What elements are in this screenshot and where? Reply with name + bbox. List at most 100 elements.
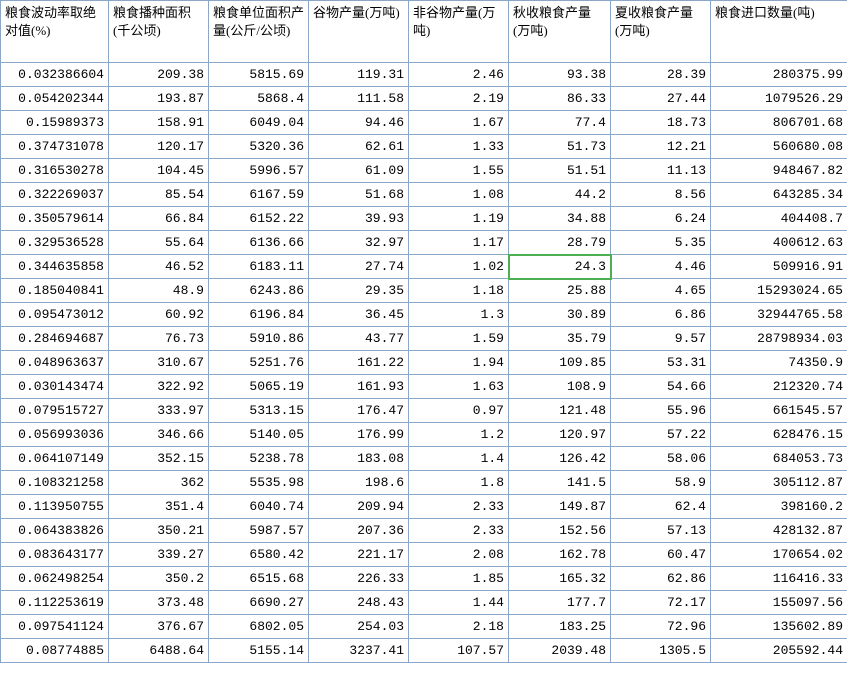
cell-r12-c2[interactable]: 5251.76	[209, 351, 309, 375]
cell-r6-c3[interactable]: 39.93	[309, 207, 409, 231]
cell-r24-c1[interactable]: 6488.64	[109, 639, 209, 663]
cell-r14-c4[interactable]: 0.97	[409, 399, 509, 423]
cell-r3-c6[interactable]: 12.21	[611, 135, 711, 159]
cell-r19-c0[interactable]: 0.064383826	[1, 519, 109, 543]
cell-r6-c7[interactable]: 404408.7	[711, 207, 847, 231]
cell-r4-c7[interactable]: 948467.82	[711, 159, 847, 183]
cell-r5-c6[interactable]: 8.56	[611, 183, 711, 207]
cell-r17-c3[interactable]: 198.6	[309, 471, 409, 495]
cell-r16-c0[interactable]: 0.064107149	[1, 447, 109, 471]
cell-r23-c4[interactable]: 2.18	[409, 615, 509, 639]
cell-r15-c1[interactable]: 346.66	[109, 423, 209, 447]
cell-r15-c2[interactable]: 5140.05	[209, 423, 309, 447]
cell-r14-c1[interactable]: 333.97	[109, 399, 209, 423]
column-header-4[interactable]: 非谷物产量(万吨)	[409, 1, 509, 63]
cell-r9-c6[interactable]: 4.65	[611, 279, 711, 303]
cell-r3-c4[interactable]: 1.33	[409, 135, 509, 159]
cell-r22-c0[interactable]: 0.112253619	[1, 591, 109, 615]
cell-r23-c3[interactable]: 254.03	[309, 615, 409, 639]
cell-r17-c5[interactable]: 141.5	[509, 471, 611, 495]
cell-r2-c6[interactable]: 18.73	[611, 111, 711, 135]
cell-r16-c3[interactable]: 183.08	[309, 447, 409, 471]
cell-r15-c6[interactable]: 57.22	[611, 423, 711, 447]
cell-r15-c3[interactable]: 176.99	[309, 423, 409, 447]
cell-r22-c6[interactable]: 72.17	[611, 591, 711, 615]
cell-r0-c1[interactable]: 209.38	[109, 63, 209, 87]
cell-r23-c5[interactable]: 183.25	[509, 615, 611, 639]
cell-r5-c5[interactable]: 44.2	[509, 183, 611, 207]
cell-r18-c4[interactable]: 2.33	[409, 495, 509, 519]
column-header-5[interactable]: 秋收粮食产量(万吨)	[509, 1, 611, 63]
cell-r11-c7[interactable]: 28798934.03	[711, 327, 847, 351]
cell-r20-c7[interactable]: 170654.02	[711, 543, 847, 567]
cell-r12-c7[interactable]: 74350.9	[711, 351, 847, 375]
cell-r15-c5[interactable]: 120.97	[509, 423, 611, 447]
cell-r13-c0[interactable]: 0.030143474	[1, 375, 109, 399]
cell-r5-c2[interactable]: 6167.59	[209, 183, 309, 207]
cell-r23-c2[interactable]: 6802.05	[209, 615, 309, 639]
cell-r22-c2[interactable]: 6690.27	[209, 591, 309, 615]
cell-r14-c2[interactable]: 5313.15	[209, 399, 309, 423]
cell-r18-c2[interactable]: 6040.74	[209, 495, 309, 519]
cell-r14-c5[interactable]: 121.48	[509, 399, 611, 423]
cell-r19-c4[interactable]: 2.33	[409, 519, 509, 543]
cell-r17-c0[interactable]: 0.108321258	[1, 471, 109, 495]
cell-r3-c0[interactable]: 0.374731078	[1, 135, 109, 159]
cell-r19-c6[interactable]: 57.13	[611, 519, 711, 543]
cell-r18-c5[interactable]: 149.87	[509, 495, 611, 519]
cell-r1-c2[interactable]: 5868.4	[209, 87, 309, 111]
cell-r18-c3[interactable]: 209.94	[309, 495, 409, 519]
cell-r5-c7[interactable]: 643285.34	[711, 183, 847, 207]
cell-r6-c0[interactable]: 0.350579614	[1, 207, 109, 231]
cell-r1-c1[interactable]: 193.87	[109, 87, 209, 111]
column-header-2[interactable]: 粮食单位面积产量(公斤/公顷)	[209, 1, 309, 63]
cell-r12-c4[interactable]: 1.94	[409, 351, 509, 375]
cell-r6-c1[interactable]: 66.84	[109, 207, 209, 231]
cell-r14-c6[interactable]: 55.96	[611, 399, 711, 423]
cell-r24-c7[interactable]: 205592.44	[711, 639, 847, 663]
cell-r5-c4[interactable]: 1.08	[409, 183, 509, 207]
cell-r7-c2[interactable]: 6136.66	[209, 231, 309, 255]
cell-r0-c2[interactable]: 5815.69	[209, 63, 309, 87]
cell-r0-c7[interactable]: 280375.99	[711, 63, 847, 87]
cell-r1-c7[interactable]: 1079526.29	[711, 87, 847, 111]
cell-r2-c0[interactable]: 0.15989373	[1, 111, 109, 135]
cell-r8-c3[interactable]: 27.74	[309, 255, 409, 279]
cell-r13-c3[interactable]: 161.93	[309, 375, 409, 399]
cell-r2-c1[interactable]: 158.91	[109, 111, 209, 135]
cell-r7-c5[interactable]: 28.79	[509, 231, 611, 255]
cell-r21-c3[interactable]: 226.33	[309, 567, 409, 591]
cell-r4-c5[interactable]: 51.51	[509, 159, 611, 183]
cell-r11-c2[interactable]: 5910.86	[209, 327, 309, 351]
column-header-3[interactable]: 谷物产量(万吨)	[309, 1, 409, 63]
cell-r21-c7[interactable]: 116416.33	[711, 567, 847, 591]
cell-r7-c6[interactable]: 5.35	[611, 231, 711, 255]
cell-r6-c2[interactable]: 6152.22	[209, 207, 309, 231]
cell-r20-c6[interactable]: 60.47	[611, 543, 711, 567]
cell-r8-c5[interactable]: 24.3	[509, 255, 611, 279]
cell-r19-c2[interactable]: 5987.57	[209, 519, 309, 543]
cell-r0-c3[interactable]: 119.31	[309, 63, 409, 87]
cell-r2-c3[interactable]: 94.46	[309, 111, 409, 135]
cell-r9-c3[interactable]: 29.35	[309, 279, 409, 303]
cell-r5-c3[interactable]: 51.68	[309, 183, 409, 207]
cell-r22-c4[interactable]: 1.44	[409, 591, 509, 615]
column-header-0[interactable]: 粮食波动率取绝对值(%)	[1, 1, 109, 63]
cell-r19-c3[interactable]: 207.36	[309, 519, 409, 543]
cell-r15-c7[interactable]: 628476.15	[711, 423, 847, 447]
cell-r12-c3[interactable]: 161.22	[309, 351, 409, 375]
cell-r24-c0[interactable]: 0.08774885	[1, 639, 109, 663]
cell-r9-c1[interactable]: 48.9	[109, 279, 209, 303]
cell-r8-c7[interactable]: 509916.91	[711, 255, 847, 279]
cell-r6-c5[interactable]: 34.88	[509, 207, 611, 231]
cell-r20-c4[interactable]: 2.08	[409, 543, 509, 567]
cell-r22-c7[interactable]: 155097.56	[711, 591, 847, 615]
cell-r21-c6[interactable]: 62.86	[611, 567, 711, 591]
cell-r16-c5[interactable]: 126.42	[509, 447, 611, 471]
cell-r21-c0[interactable]: 0.062498254	[1, 567, 109, 591]
cell-r9-c2[interactable]: 6243.86	[209, 279, 309, 303]
cell-r24-c3[interactable]: 3237.41	[309, 639, 409, 663]
cell-r2-c4[interactable]: 1.67	[409, 111, 509, 135]
cell-r3-c7[interactable]: 560680.08	[711, 135, 847, 159]
cell-r17-c4[interactable]: 1.8	[409, 471, 509, 495]
